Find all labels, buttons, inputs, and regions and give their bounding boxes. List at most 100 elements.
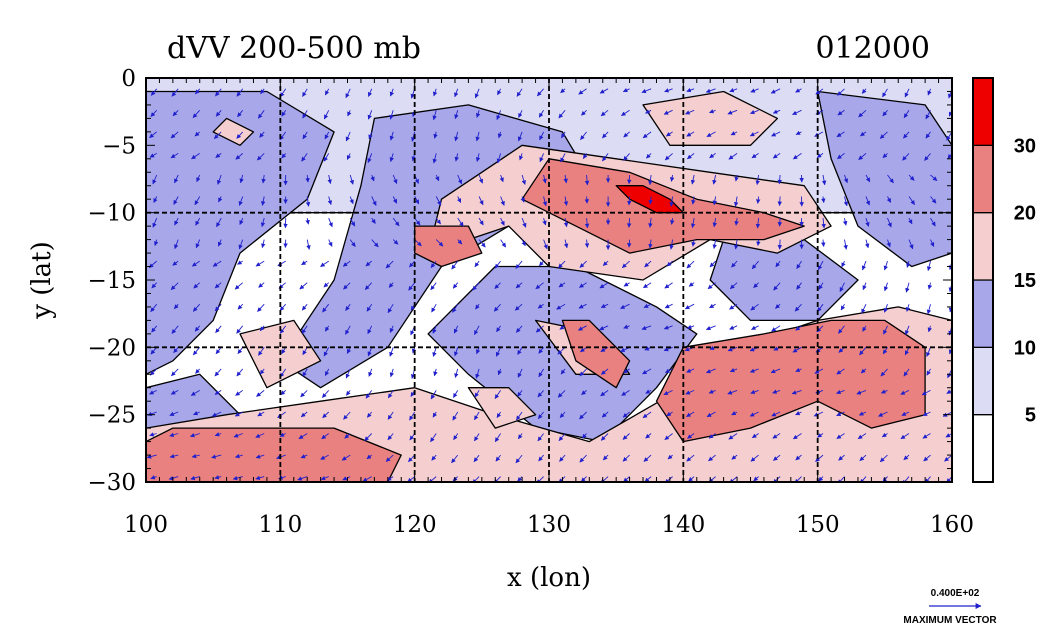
wind-vector	[234, 411, 243, 417]
wind-vector	[496, 325, 501, 333]
colorbar-swatch	[972, 279, 994, 348]
wind-vector	[795, 88, 802, 93]
wind-vector	[560, 368, 566, 375]
wind-vector	[191, 153, 200, 160]
wind-vector	[663, 389, 673, 396]
wind-vector	[239, 174, 244, 184]
wind-vector	[496, 153, 502, 164]
wind-vector	[432, 110, 437, 121]
wind-vector	[518, 110, 523, 118]
wind-vector	[280, 390, 286, 396]
wind-vector	[517, 476, 523, 482]
wind-vector	[641, 88, 652, 94]
wind-vector	[323, 282, 330, 288]
wind-vector	[257, 411, 265, 417]
wind-vector	[497, 131, 503, 139]
wind-vector	[218, 196, 223, 203]
wind-vector	[795, 411, 802, 416]
wind-vector	[669, 196, 674, 207]
wind-vector	[843, 239, 848, 250]
x-tick-label: 120	[393, 512, 437, 538]
wind-vector	[836, 411, 845, 417]
wind-vector	[922, 433, 931, 439]
wind-vector	[860, 368, 867, 374]
wind-vector	[306, 239, 311, 250]
wind-vector	[349, 217, 356, 227]
wind-vector	[861, 304, 867, 314]
wind-vector	[255, 433, 265, 438]
wind-vector	[563, 196, 569, 206]
wind-vector	[709, 153, 716, 159]
wind-vector	[756, 239, 761, 247]
contour-region-10	[212, 117, 255, 146]
wind-vector	[648, 218, 653, 228]
wind-vector	[821, 239, 826, 247]
x-tick-label: 150	[796, 512, 840, 538]
wind-vector	[451, 260, 459, 270]
wind-vector	[753, 282, 759, 289]
wind-vector	[691, 239, 696, 247]
wind-vector	[237, 303, 244, 310]
wind-vector	[414, 239, 422, 247]
wind-vector	[667, 454, 673, 460]
contour-region-1	[146, 90, 335, 375]
wind-vector	[191, 453, 200, 459]
wind-vector	[346, 347, 352, 354]
wind-vector	[214, 282, 222, 289]
colorbar-labels: 5 10 15 20 30	[1014, 135, 1036, 426]
wind-vector	[901, 411, 910, 416]
wind-vector	[433, 368, 438, 377]
wind-vector	[367, 88, 373, 97]
wind-vector	[926, 304, 932, 315]
wind-vector	[496, 110, 502, 121]
colorbar	[972, 77, 994, 483]
wind-vector	[494, 390, 501, 399]
wind-vector	[345, 325, 351, 335]
wind-vector	[277, 260, 286, 267]
wind-vector	[521, 239, 526, 247]
wind-vector	[664, 433, 673, 441]
wind-vector	[149, 390, 157, 395]
wind-vector	[457, 239, 463, 245]
wind-vector	[494, 433, 501, 443]
wind-vector	[536, 476, 544, 482]
wind-vector	[195, 239, 201, 249]
wind-vector	[457, 217, 464, 227]
x-tick-label: 110	[258, 512, 302, 538]
wind-vector	[173, 196, 179, 205]
wind-vector	[627, 174, 632, 185]
wind-vector	[627, 196, 632, 206]
wind-vector	[706, 131, 716, 137]
wind-vector	[214, 432, 222, 437]
wind-vector	[234, 453, 243, 459]
wind-vector	[926, 347, 931, 357]
wind-vector	[237, 347, 244, 354]
wind-vector	[435, 239, 444, 247]
wind-vector	[836, 433, 845, 439]
wind-vector	[840, 303, 846, 311]
wind-vector	[900, 433, 910, 440]
wind-vector	[749, 411, 759, 417]
time-label: 012000	[815, 31, 930, 66]
wind-vector	[642, 368, 652, 375]
wind-vector	[859, 476, 867, 482]
wind-vector	[775, 260, 781, 268]
wind-vector	[773, 282, 781, 291]
wind-vector	[149, 368, 158, 376]
wind-vector	[755, 174, 760, 186]
wind-vector	[457, 174, 463, 185]
wind-vector	[302, 110, 308, 119]
wind-vector	[559, 454, 566, 462]
wind-vector	[666, 260, 673, 267]
wind-vector	[320, 475, 329, 481]
wind-vector	[838, 454, 845, 461]
wind-vector	[345, 303, 351, 311]
wind-vector	[542, 196, 548, 207]
wind-vector	[345, 390, 351, 396]
wind-vector	[475, 347, 481, 355]
wind-vector	[258, 347, 265, 356]
wind-vector	[930, 196, 937, 204]
wind-vector	[301, 325, 308, 334]
wind-vector	[734, 239, 739, 250]
wind-vector	[535, 282, 544, 290]
